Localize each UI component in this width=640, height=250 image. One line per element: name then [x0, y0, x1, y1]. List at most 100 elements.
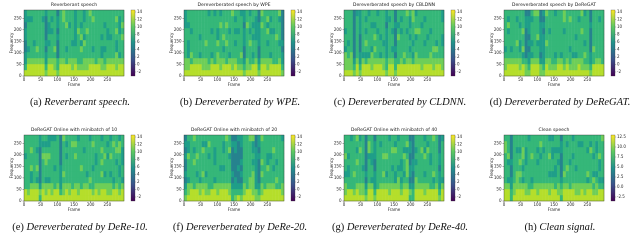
spectrogram-cell [281, 10, 284, 16]
spectrogram-cell [344, 28, 347, 34]
spectrogram-cell [234, 34, 237, 40]
spectrogram-cell [601, 28, 604, 34]
spectrogram-cell [100, 189, 103, 195]
x-tick-label: 250 [584, 77, 592, 82]
spectrogram-cell [406, 171, 409, 177]
spectrogram-cell [592, 147, 595, 153]
spectrogram-cell [418, 141, 421, 147]
spectrogram-cell [184, 165, 187, 171]
spectrogram-cell [56, 195, 59, 201]
spectrogram-cell [275, 16, 278, 22]
spectrogram-cell [376, 147, 379, 153]
spectrogram-cell [216, 141, 219, 147]
y-tick-label: 200 [14, 27, 22, 32]
spectrogram-cell [74, 46, 77, 52]
spectrogram-cell [266, 141, 269, 147]
spectrogram-cell [92, 46, 95, 52]
spectrogram-cell [344, 16, 347, 22]
spectrogram-cell [435, 183, 438, 189]
spectrogram-cell [551, 183, 554, 189]
spectrogram-cell [412, 22, 415, 28]
spectrogram-cell [551, 189, 554, 195]
x-tick-label: 0 [503, 77, 506, 82]
x-axis-label: Frame [388, 82, 401, 87]
spectrogram-cell [36, 153, 39, 159]
spectrogram-cell [347, 147, 350, 153]
spectrogram-cell [583, 34, 586, 40]
spectrogram-cell [533, 165, 536, 171]
spectrogram-cell [429, 189, 432, 195]
colorbar-tick-label: 10 [297, 24, 303, 29]
spectrogram-cell [572, 135, 575, 141]
spectrogram-cell [222, 16, 225, 22]
spectrogram-cell [249, 177, 252, 183]
spectrogram-cell [281, 141, 284, 147]
spectrogram-cell [59, 159, 62, 165]
spectrogram-cell [504, 46, 507, 52]
spectrogram-cell [580, 58, 583, 64]
spectrogram-cell [196, 171, 199, 177]
spectrogram-cell [275, 171, 278, 177]
spectrogram-cell [45, 135, 48, 141]
spectrogram-cell [112, 40, 115, 46]
spectrogram-cell [589, 147, 592, 153]
spectrogram-cell [205, 165, 208, 171]
spectrogram-cell [225, 70, 228, 76]
spectrogram-cell [539, 171, 542, 177]
spectrogram-cell [589, 64, 592, 70]
spectrogram-cell [210, 189, 213, 195]
spectrogram-cell [426, 141, 429, 147]
spectrogram-cell [65, 52, 68, 58]
spectrogram-cell [190, 58, 193, 64]
spectrogram-cell [246, 177, 249, 183]
spectrogram-cell [86, 28, 89, 34]
spectrogram-cell [385, 28, 388, 34]
spectrogram-cell [530, 70, 533, 76]
spectrogram-cell [406, 141, 409, 147]
spectrogram-cell [589, 34, 592, 40]
spectrogram-cell [385, 34, 388, 40]
spectrogram-cell [557, 195, 560, 201]
spectrogram-cell [525, 183, 528, 189]
spectrogram-cell [252, 16, 255, 22]
spectrogram-cell [115, 135, 118, 141]
spectrogram-cell [510, 58, 513, 64]
spectrogram-cell [74, 153, 77, 159]
spectrogram-cell [365, 34, 368, 40]
spectrogram-cell [356, 70, 359, 76]
spectrogram-cell [45, 22, 48, 28]
spectrogram-cell [199, 183, 202, 189]
spectrogram-cell [95, 52, 98, 58]
spectrogram-cell [435, 147, 438, 153]
spectrogram-cell [583, 147, 586, 153]
caption-label: (b) [180, 97, 193, 108]
spectrogram-cell [569, 64, 572, 70]
y-axis-label: Frequency [489, 157, 494, 178]
spectrogram-cell [572, 28, 575, 34]
spectrogram-cell [533, 183, 536, 189]
spectrogram-cell [554, 171, 557, 177]
spectrogram-cell [347, 195, 350, 201]
spectrogram-cell [539, 189, 542, 195]
spectrogram-cell [62, 189, 65, 195]
spectrogram-cell [243, 153, 246, 159]
spectrogram-cell [420, 195, 423, 201]
spectrogram-cell [516, 40, 519, 46]
spectrogram-cell [249, 10, 252, 16]
spectrogram-cell [205, 64, 208, 70]
colorbar [291, 135, 295, 201]
spectrogram-cell [86, 52, 89, 58]
spectrogram-cell [118, 165, 121, 171]
spectrogram-cell [50, 16, 53, 22]
spectrogram-cell [36, 195, 39, 201]
spectrogram-cell [231, 52, 234, 58]
spectrogram-cell [56, 165, 59, 171]
spectrogram-cell [118, 183, 121, 189]
spectrogram-cell [595, 10, 598, 16]
spectrogram-cell [435, 153, 438, 159]
spectrogram-cell [30, 40, 33, 46]
spectrogram-cell [432, 195, 435, 201]
spectrogram-cell [53, 58, 56, 64]
spectrogram-cell [580, 40, 583, 46]
spectrogram-cell [566, 40, 569, 46]
